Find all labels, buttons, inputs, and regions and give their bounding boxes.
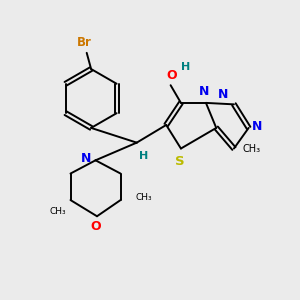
- Text: H: H: [139, 151, 148, 161]
- Text: S: S: [175, 155, 184, 168]
- Text: CH₃: CH₃: [135, 193, 152, 202]
- Text: O: O: [90, 220, 101, 233]
- Text: N: N: [81, 152, 91, 165]
- Text: CH₃: CH₃: [50, 207, 66, 216]
- Text: O: O: [167, 69, 177, 82]
- Text: Br: Br: [77, 36, 92, 49]
- Text: N: N: [252, 120, 262, 133]
- Text: H: H: [181, 62, 190, 72]
- Text: CH₃: CH₃: [243, 143, 261, 154]
- Text: N: N: [199, 85, 210, 98]
- Text: N: N: [218, 88, 228, 101]
